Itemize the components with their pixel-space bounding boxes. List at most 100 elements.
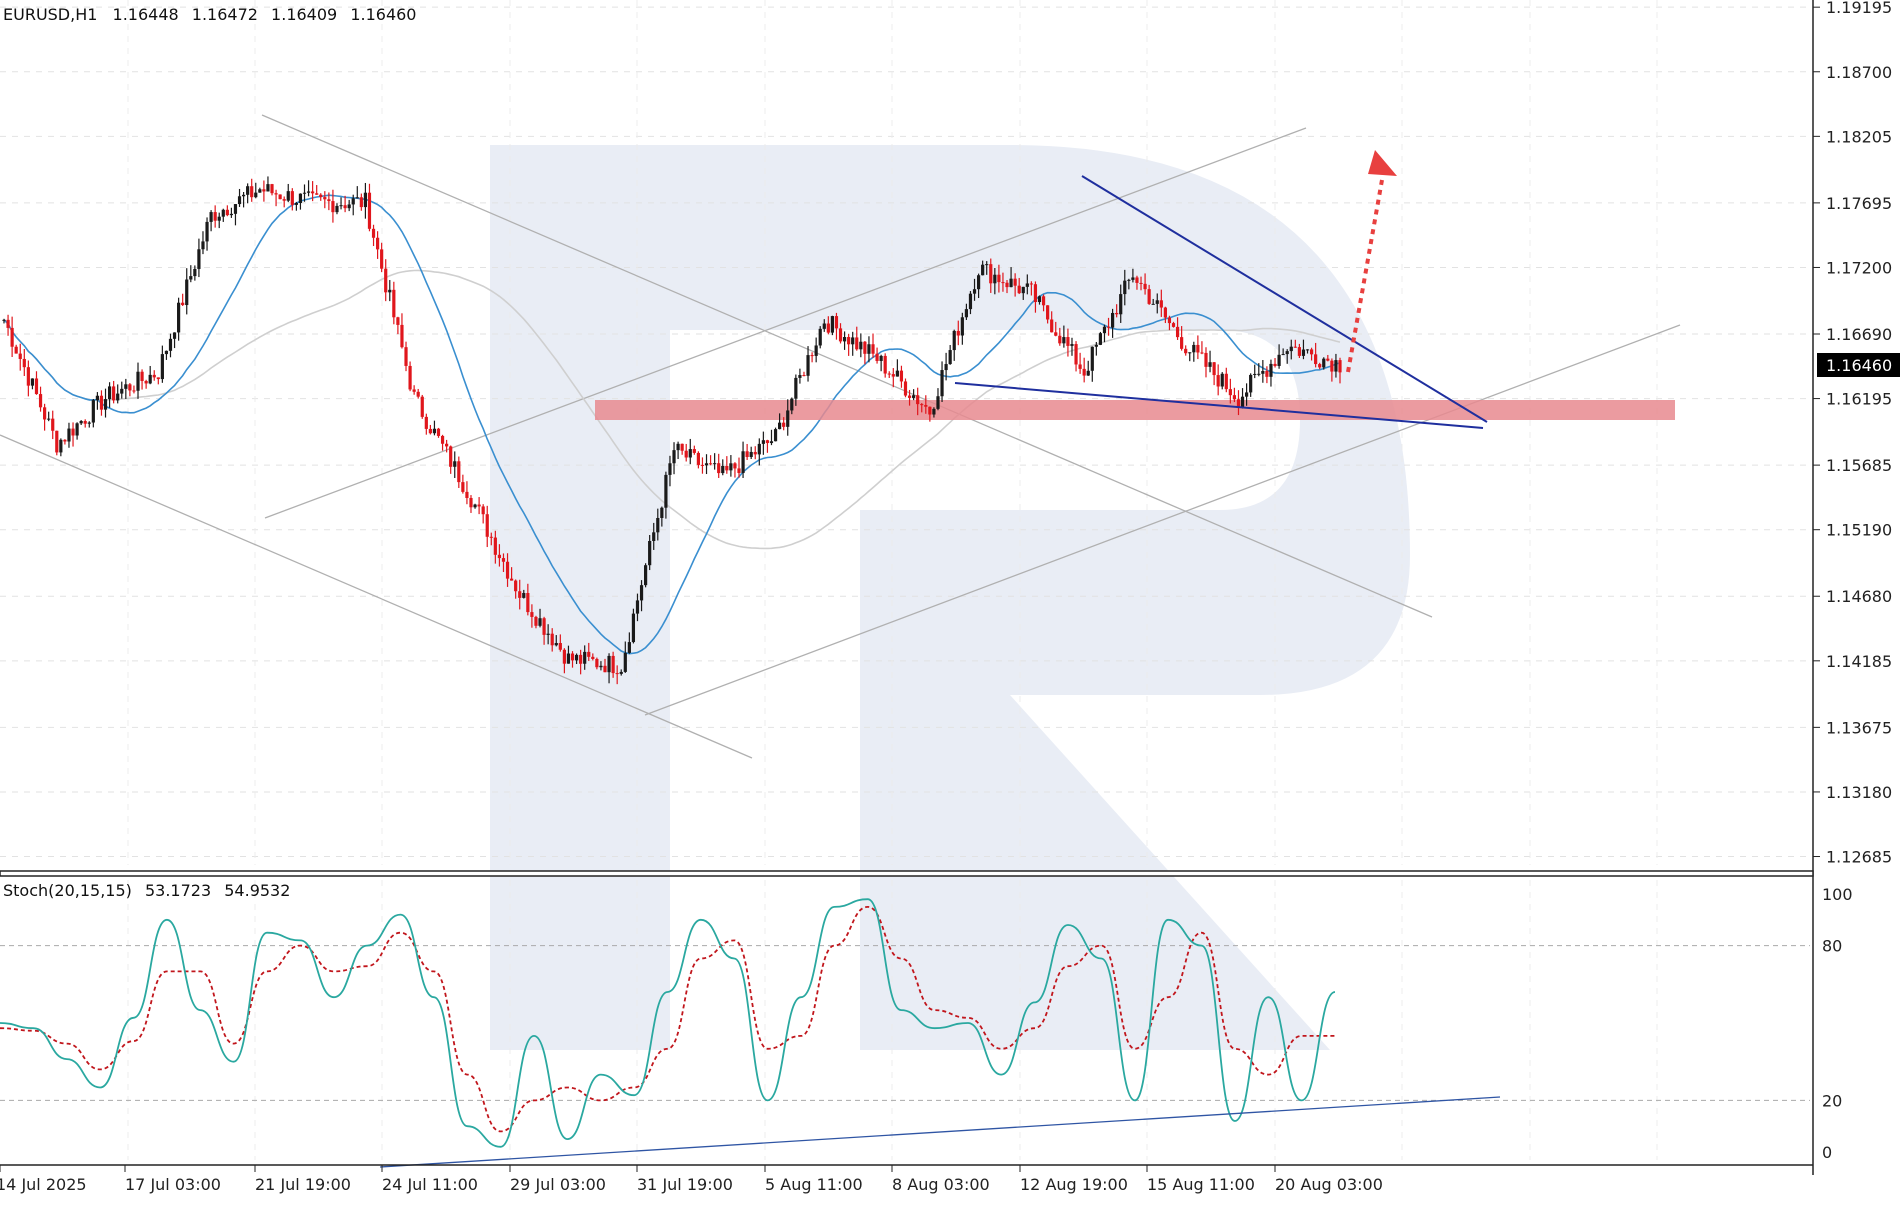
symbol-header: EURUSD,H1 1.16448 1.16472 1.16409 1.1646… <box>3 5 416 24</box>
candle-body <box>526 592 530 613</box>
candle-body <box>550 633 554 646</box>
candle-body <box>887 373 891 375</box>
candle-body <box>59 439 63 453</box>
time-tick-label: 12 Aug 19:00 <box>1020 1175 1128 1194</box>
candle-body <box>449 446 453 467</box>
time-tick-label: 17 Jul 03:00 <box>125 1175 221 1194</box>
candle-body <box>1046 305 1050 320</box>
oscillator-tick-label: 0 <box>1822 1143 1832 1162</box>
candle-body <box>579 654 583 664</box>
channel-lines <box>0 114 1681 759</box>
candle-body <box>363 192 368 208</box>
candle-body <box>213 212 217 221</box>
candle-body <box>1013 278 1017 286</box>
candle-body <box>920 404 924 406</box>
candle-body <box>160 354 164 380</box>
candle-body <box>924 404 928 407</box>
candle-body <box>1277 354 1281 366</box>
candle-body <box>1119 294 1123 315</box>
candle-body <box>388 289 392 293</box>
candle-body <box>168 338 173 351</box>
candle-body <box>75 423 79 436</box>
candle-body <box>1033 284 1038 303</box>
candle-body <box>704 463 709 466</box>
candle-body <box>834 316 839 329</box>
candle-body <box>1204 352 1208 367</box>
candle-body <box>558 643 562 650</box>
candle-body <box>278 194 282 200</box>
candle-body <box>266 184 270 192</box>
candle-body <box>396 317 400 325</box>
candle-body <box>1175 326 1180 338</box>
candle-body <box>639 585 644 601</box>
candle-body <box>737 468 741 474</box>
candle-body <box>753 451 757 455</box>
candle-body <box>757 443 761 455</box>
candle-body <box>1037 296 1042 303</box>
candle-body <box>1297 347 1301 356</box>
price-tick-label: 1.14185 <box>1826 652 1892 671</box>
candle-body <box>1285 351 1289 355</box>
current-price-marker: 1.16460 <box>1817 353 1900 377</box>
candle-body <box>1228 389 1232 396</box>
candle-body <box>67 428 71 442</box>
candle-body <box>648 540 652 566</box>
candle-body <box>822 323 826 329</box>
candle-body <box>457 461 461 483</box>
candle-body <box>489 536 493 538</box>
candle-body <box>18 353 22 359</box>
candle-body <box>428 428 432 434</box>
candle-body <box>473 504 477 508</box>
candle-body <box>262 189 266 192</box>
candle-body <box>469 497 473 508</box>
candle-body <box>1196 344 1200 353</box>
candle-body <box>351 198 355 205</box>
candle-body <box>221 209 225 217</box>
candle-body <box>311 191 315 194</box>
time-tick-label: 31 Jul 19:00 <box>637 1175 733 1194</box>
candle-body <box>233 204 238 214</box>
candle-body <box>1326 358 1330 361</box>
candle-body <box>375 237 380 250</box>
candle-body <box>1200 352 1204 354</box>
high-value: 1.16472 <box>192 5 258 24</box>
candle-body <box>806 355 810 376</box>
candle-body <box>1090 346 1094 371</box>
candle-body <box>859 341 863 350</box>
candle-body <box>964 309 969 318</box>
candle-body <box>1025 283 1029 287</box>
candle-body <box>830 316 835 333</box>
oscillator-main-value: 53.1723 <box>145 881 211 900</box>
candle-body <box>903 381 908 396</box>
candle-body <box>1236 399 1241 408</box>
candle-body <box>981 264 985 276</box>
candle-body <box>745 451 749 457</box>
candlestick-series <box>2 176 1342 685</box>
candle-body <box>968 293 973 310</box>
candle-body <box>408 365 412 390</box>
candle-body <box>741 451 745 474</box>
candle-body <box>1293 346 1297 348</box>
candle-body <box>570 653 575 661</box>
candle-body <box>1220 373 1224 387</box>
candle-body <box>847 337 851 345</box>
candle-body <box>518 591 522 598</box>
candle-body <box>522 592 526 598</box>
candle-body <box>132 390 136 392</box>
price-grid <box>0 0 1810 865</box>
candle-body <box>1180 337 1184 349</box>
candle-body <box>1192 344 1196 353</box>
wedge-lower-line <box>954 382 1484 429</box>
candle-body <box>725 465 729 471</box>
candle-body <box>672 450 676 464</box>
candle-body <box>148 374 152 384</box>
candle-body <box>749 451 753 457</box>
candle-body <box>769 441 774 444</box>
candle-body <box>660 507 664 518</box>
candle-body <box>583 651 587 664</box>
candle-body <box>790 398 794 411</box>
wedge-upper-line <box>1081 175 1488 423</box>
support-zone <box>595 400 1675 420</box>
oscillator-header: Stoch(20,15,15) 53.1723 54.9532 <box>3 881 290 900</box>
time-tick-label: 5 Aug 11:00 <box>765 1175 863 1194</box>
